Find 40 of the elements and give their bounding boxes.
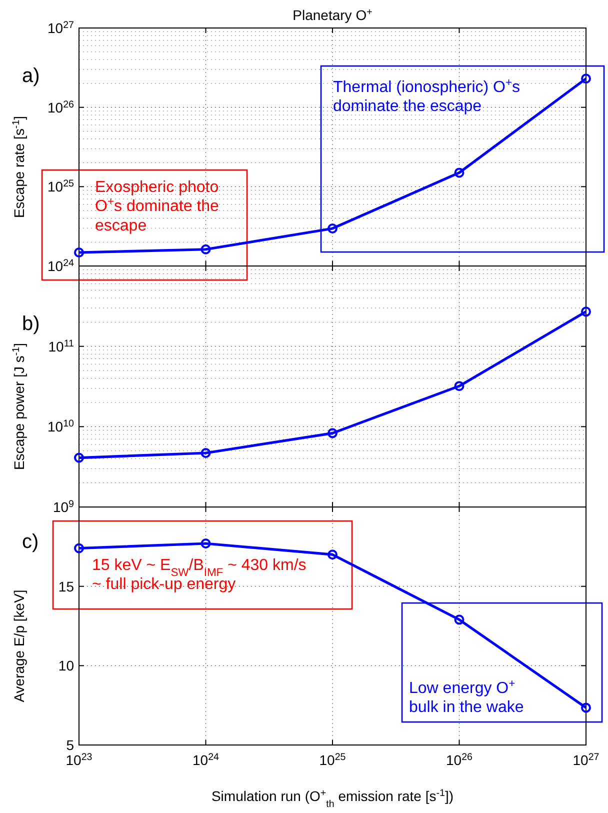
point bbox=[328, 550, 338, 560]
y-tick-label: 10$^{25}$ bbox=[48, 178, 75, 195]
point bbox=[328, 223, 338, 234]
x-tick-label: 10$^{24}$ bbox=[192, 752, 220, 768]
point bbox=[454, 168, 464, 178]
point bbox=[581, 702, 591, 713]
point bbox=[74, 452, 84, 463]
x-axis-title: Simulation run (O$^{+}$$_{th}$ emission rate [s$^{-1}$]) bbox=[211, 788, 454, 810]
text: a) bbox=[22, 65, 40, 87]
point bbox=[581, 306, 591, 317]
annotation: 15 keV ~ E$_{SW}$/B$_{IMF}$ ~ 430 km/s ~ full pick-up energy bbox=[92, 557, 306, 594]
y-axis-title: Average E/p [keV] bbox=[11, 590, 27, 702]
y-tick-label: 10$^{9}$ bbox=[52, 498, 74, 515]
point bbox=[454, 614, 464, 625]
y-tick-label: 10 bbox=[58, 658, 74, 674]
point bbox=[328, 428, 338, 438]
annotation: Exospheric photo O$^{+}$s dominate the escape bbox=[95, 179, 220, 234]
chart-title: Planetary O$^{+}$ bbox=[292, 6, 373, 23]
point bbox=[74, 247, 84, 258]
text: c) bbox=[22, 531, 39, 553]
y-tick-label: 10$^{11}$ bbox=[48, 338, 74, 354]
y-tick-label: 10$^{10}$ bbox=[48, 418, 75, 435]
x-tick-label: 10$^{23}$ bbox=[66, 752, 93, 768]
point bbox=[200, 448, 211, 458]
y-tick-label: 10$^{26}$ bbox=[48, 98, 75, 116]
y-tick-label: 10$^{24}$ bbox=[48, 258, 75, 274]
y-tick-label: 10$^{27}$ bbox=[48, 20, 74, 36]
point bbox=[200, 244, 211, 254]
y-tick-label: 15 bbox=[58, 578, 74, 594]
annotation: Low energy O$^{+}$ bulk in the wake bbox=[409, 678, 524, 716]
x-tick-label: 10$^{25}$ bbox=[319, 752, 346, 768]
point bbox=[74, 543, 84, 554]
point bbox=[454, 381, 464, 392]
text: b) bbox=[22, 313, 40, 335]
point bbox=[200, 538, 211, 548]
point bbox=[581, 74, 591, 84]
x-tick-label: 10$^{26}$ bbox=[446, 752, 474, 768]
text: Thermal (ionospheric) O$^{+}$s dominate the escape bbox=[333, 77, 520, 116]
y-tick-label: 5 bbox=[66, 737, 74, 753]
x-tick-label: 10$^{27}$ bbox=[572, 752, 600, 768]
